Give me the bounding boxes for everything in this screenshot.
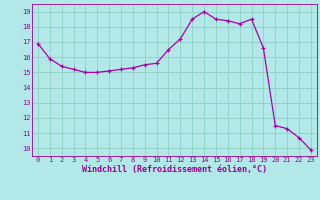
X-axis label: Windchill (Refroidissement éolien,°C): Windchill (Refroidissement éolien,°C) (82, 165, 267, 174)
